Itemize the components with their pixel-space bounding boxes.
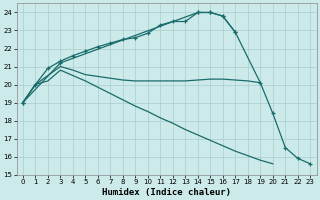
X-axis label: Humidex (Indice chaleur): Humidex (Indice chaleur): [102, 188, 231, 197]
